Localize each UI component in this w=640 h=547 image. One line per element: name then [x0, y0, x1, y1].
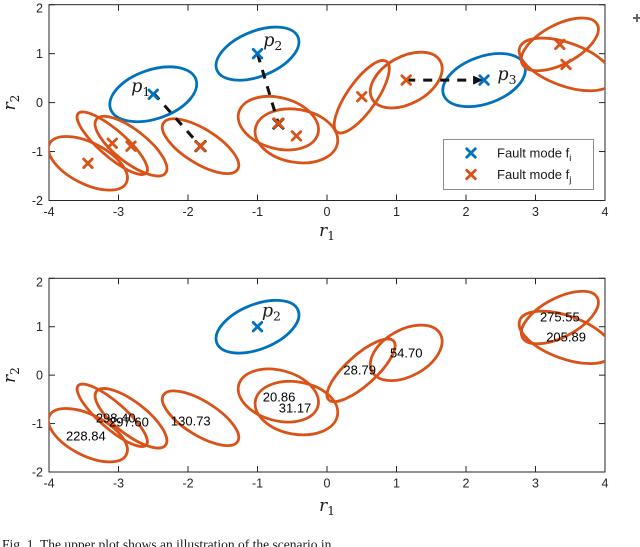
x-tick-label: 1: [393, 477, 400, 491]
fault-mode-ellipse-orange: [519, 289, 600, 346]
distance-value-label: 297.60: [109, 415, 149, 430]
x-tick-label: 2: [463, 477, 470, 491]
fault-center-marker-blue: [147, 88, 159, 100]
fault-mode-ellipse-orange: [517, 36, 605, 93]
fault-mode-ellipse-orange: [325, 337, 397, 404]
fault-mode-ellipse-orange: [253, 379, 340, 437]
fault-mode-ellipse-orange: [93, 387, 169, 450]
distance-value-label: 298.40: [96, 410, 136, 425]
distance-value-label: 28.79: [343, 362, 376, 377]
x-tick-label: -2: [182, 205, 193, 219]
legend: Fault mode fi Fault mode fj: [443, 139, 594, 190]
fault-center-marker-blue: [251, 47, 264, 60]
x-tick-label: 4: [602, 205, 609, 219]
x-tick-label: 0: [324, 477, 331, 491]
fault-mode-ellipse-orange: [368, 50, 444, 110]
arrow-head: [473, 75, 484, 85]
fault-center-marker-orange: [290, 130, 303, 142]
fault-mode-ellipse-blue: [108, 65, 199, 124]
distance-value-label: 275.55: [540, 310, 580, 325]
dashed-projection-line: [152, 91, 202, 148]
fault-mode-ellipse-orange: [368, 323, 444, 383]
legend-marker-blue: [465, 147, 477, 159]
x-tick-label: 4: [602, 477, 609, 491]
distance-value-label: 31.17: [279, 401, 312, 416]
y-tick-label: -1: [32, 145, 43, 159]
ellipse-group: [49, 289, 605, 464]
legend-box: [443, 139, 594, 190]
point-label-p3: p3: [497, 65, 516, 87]
x-axis-label: r1: [319, 496, 335, 518]
y-tick-label: 1: [36, 320, 43, 334]
fault-center-marker-orange: [554, 38, 566, 51]
y-tick-label: -2: [32, 194, 43, 208]
x-tick-label: -4: [43, 477, 54, 491]
x-tick-label: -1: [252, 477, 263, 491]
x-tick-label: -4: [43, 205, 54, 219]
fault-mode-ellipse-orange: [236, 367, 320, 424]
distance-value-label: 205.89: [546, 329, 586, 344]
fault-center-marker-orange: [106, 137, 118, 149]
y-tick-label: -1: [32, 417, 43, 431]
x-tick-label: 2: [463, 205, 470, 219]
distance-value-label: 20.86: [263, 389, 296, 404]
fault-mode-ellipse-orange: [49, 135, 129, 192]
fault-center-marker-orange: [272, 117, 285, 129]
y-axis-label: r2: [0, 95, 22, 111]
figure-caption: Fig. 1. The upper plot shows an illustra…: [2, 537, 332, 547]
fault-center-marker-orange: [560, 58, 572, 71]
y-tick-label: 1: [36, 47, 43, 61]
fault-center-marker-blue: [251, 321, 264, 333]
x-tick-label: 3: [532, 477, 539, 491]
x-tick-label: -1: [252, 205, 263, 219]
dashed-projection-line: [256, 53, 280, 125]
x-tick-label: -3: [113, 205, 124, 219]
x-tick-label: 0: [324, 205, 331, 219]
x-tick-label: -2: [182, 477, 193, 491]
bottom-plot: -4 -3 -2 -1 0 1 2 3 4 -2 -1 0 1 2 r1 r2 228.84 298.40297.…: [0, 275, 609, 518]
legend-label: Fault mode fi: [497, 146, 571, 165]
ellipse-group: [49, 16, 605, 192]
point-label-p1: p1: [131, 77, 150, 99]
fault-center-marker-orange: [194, 140, 207, 152]
legend-marker-orange: [465, 168, 477, 181]
clipped-edge-mark: [636, 14, 638, 22]
y-tick-label: 2: [36, 2, 43, 16]
fault-mode-ellipse-blue: [214, 25, 301, 82]
x-tick-label: 1: [393, 205, 400, 219]
fault-center-marker-orange: [125, 140, 137, 152]
distance-value-label: 130.73: [171, 414, 211, 429]
fault-mode-ellipse-orange: [517, 309, 605, 365]
fault-center-marker-orange: [356, 91, 368, 103]
fault-center-marker-blue: [478, 74, 490, 86]
fault-center-marker-orange: [400, 74, 412, 86]
fault-mode-ellipse-orange: [160, 389, 241, 447]
y-tick-label: 0: [36, 369, 43, 383]
x-tick-label: -3: [113, 477, 124, 491]
fault-mode-ellipse-orange: [236, 94, 320, 152]
distance-value-label: 54.70: [390, 345, 423, 360]
fault-center-marker-orange: [82, 157, 94, 169]
distance-value-label: 228.84: [66, 429, 106, 444]
fault-mode-ellipse-blue: [214, 298, 301, 355]
y-tick-label: 0: [36, 96, 43, 110]
x-axis-label: r1: [319, 221, 335, 243]
y-axis-label: r2: [0, 367, 22, 383]
top-plot: -4 -3 -2 -1 0 1 2 3 4 -2 -1 0 1 2 r1 r2 p1 p2 p3 Fault mode…: [0, 2, 609, 243]
y-tick-label: 2: [36, 275, 43, 289]
x-tick-label: 3: [532, 205, 539, 219]
fault-mode-ellipse-orange: [93, 114, 169, 178]
fault-mode-ellipse-orange: [49, 407, 129, 464]
point-label-p2: p2: [262, 302, 281, 324]
fault-mode-ellipse-orange: [160, 117, 241, 175]
legend-label: Fault mode fj: [497, 167, 571, 186]
point-label-p2: p2: [263, 31, 282, 53]
fault-mode-ellipse-orange: [253, 107, 340, 165]
y-tick-label: -2: [32, 466, 43, 480]
fault-mode-ellipse-orange: [332, 59, 391, 135]
